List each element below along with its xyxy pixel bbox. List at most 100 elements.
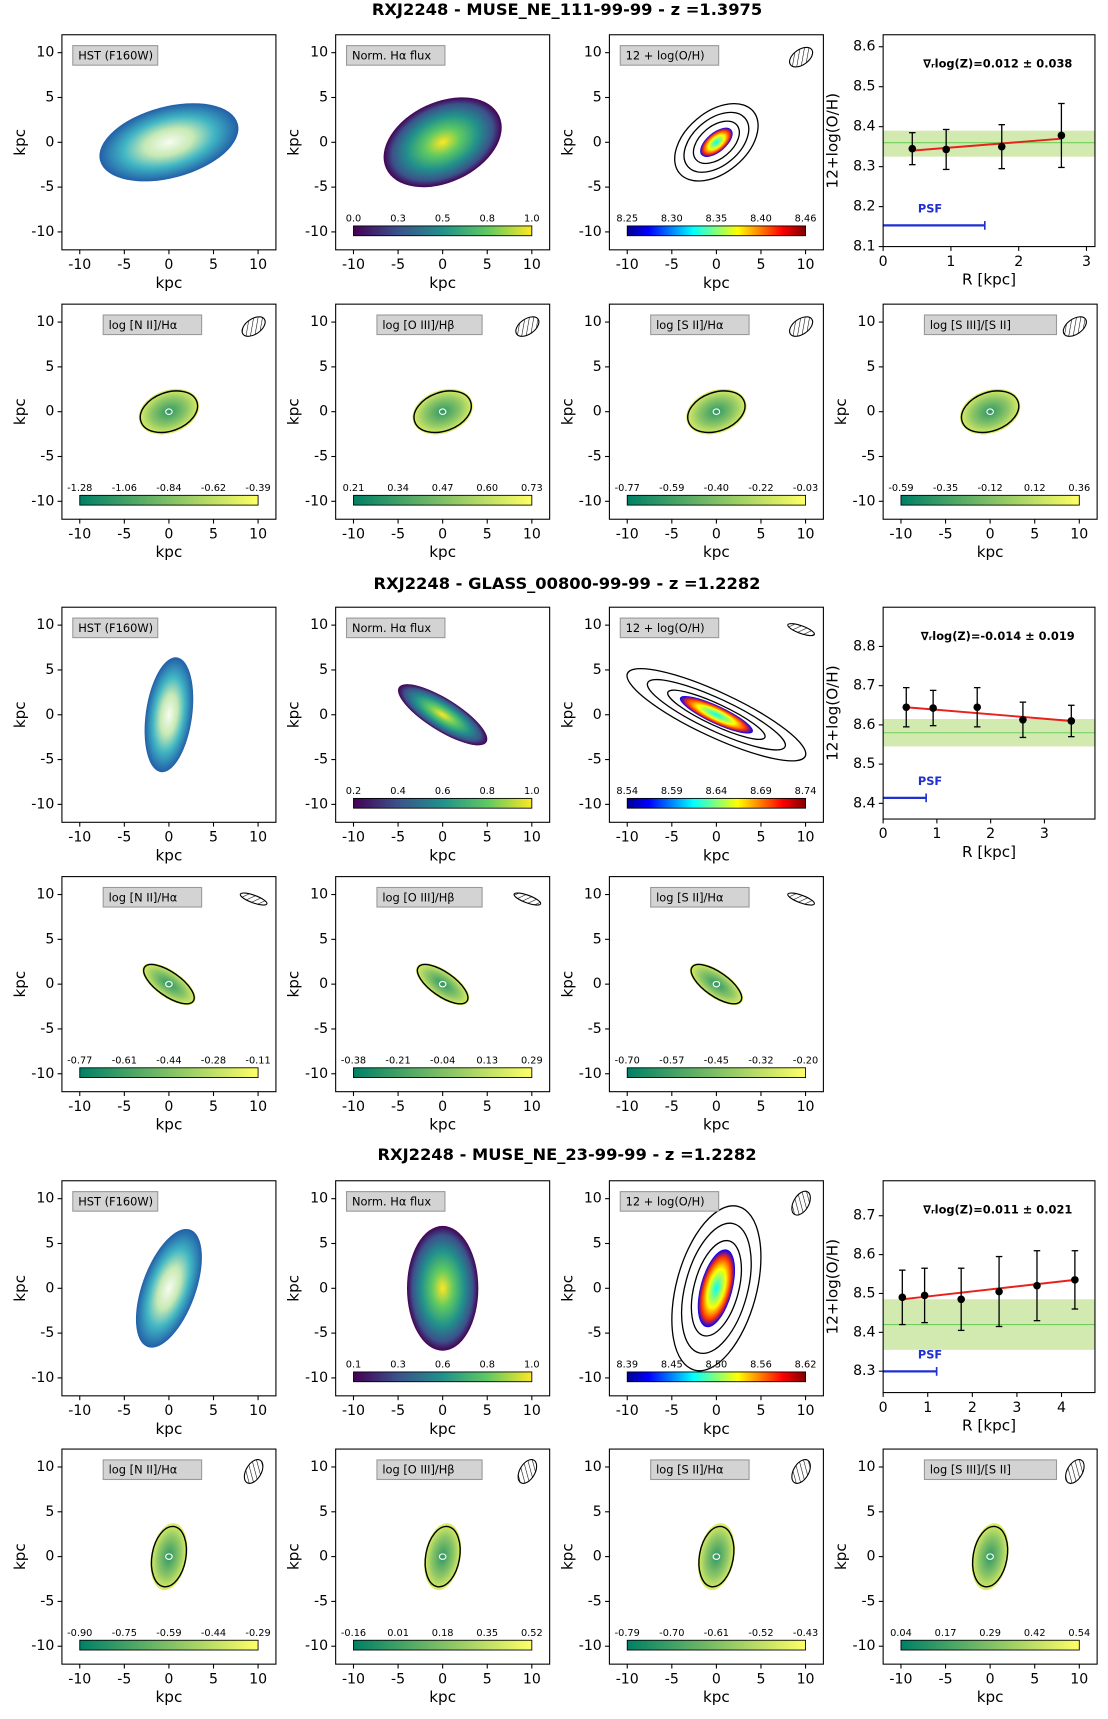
label-box	[72, 45, 159, 66]
psf-ellipse	[1065, 1459, 1085, 1484]
contour	[690, 1239, 743, 1337]
y-tick-label: -5	[861, 448, 875, 464]
contour	[971, 1525, 1009, 1588]
x-tick-label: 2	[986, 826, 995, 842]
y-axis-label: kpc	[558, 701, 576, 728]
x-tick-label: 5	[483, 1671, 492, 1687]
data-point	[997, 142, 1006, 151]
y-tick-label: 8.3	[853, 159, 875, 175]
colorbar-tick-label: -0.59	[156, 1628, 181, 1639]
x-tick-label: 0	[164, 830, 173, 846]
colorbar-tick-label: 8.56	[750, 1360, 772, 1371]
y-tick-label: 10	[310, 314, 328, 330]
colorbar-tick-label: 0.0	[346, 214, 362, 225]
x-tick-label: 10	[523, 830, 541, 846]
colorbar-tick-label: -0.70	[659, 1628, 684, 1639]
x-tick-label: 10	[523, 1671, 541, 1687]
colorbar-tick-label: 0.52	[521, 1628, 543, 1639]
label-box	[650, 886, 750, 908]
y-tick-label: 8.7	[853, 678, 875, 694]
x-tick-label: 5	[209, 257, 218, 273]
x-tick-label: -5	[117, 1671, 131, 1687]
label-box	[72, 617, 159, 639]
psf-label: PSF	[918, 1348, 942, 1362]
contour	[712, 980, 721, 988]
y-tick-label: -10	[579, 796, 602, 812]
emission-map	[150, 1523, 188, 1591]
fit-line	[902, 1278, 1075, 1301]
x-tick-label: -5	[391, 830, 405, 846]
x-tick-label: -10	[889, 1671, 912, 1687]
x-tick-label: 5	[483, 1099, 492, 1115]
x-tick-label: 0	[986, 1671, 995, 1687]
map-label: 12 + log(O/H)	[626, 621, 705, 635]
colorbar-tick-label: -0.04	[430, 1055, 455, 1066]
x-tick-label: 5	[483, 526, 492, 542]
y-tick-label: -5	[40, 752, 54, 768]
colorbar-tick-label: -0.57	[659, 1055, 684, 1066]
y-tick-label: 0	[593, 707, 602, 723]
x-axis-label: kpc	[156, 1688, 183, 1706]
x-tick-label: 5	[209, 1403, 218, 1419]
map-label: Norm. Hα flux	[352, 1194, 431, 1208]
x-tick-label: 10	[249, 526, 267, 542]
x-tick-label: -5	[391, 257, 405, 273]
x-tick-label: 0	[438, 1099, 447, 1115]
y-tick-label: 0	[319, 707, 328, 723]
x-tick-label: 10	[523, 1403, 541, 1419]
x-tick-label: -10	[342, 257, 365, 273]
colorbar	[353, 1639, 533, 1651]
label-box	[923, 1459, 1058, 1481]
colorbar-tick-label: 8.45	[661, 1360, 683, 1371]
x-tick-label: 10	[249, 1099, 267, 1115]
psf-ellipse	[515, 316, 540, 337]
x-tick-label: -5	[391, 1099, 405, 1115]
colorbar-tick-label: -0.40	[704, 483, 729, 494]
colorbar	[79, 494, 259, 506]
map-label: log [N II]/Hα	[109, 1463, 178, 1477]
data-point	[1019, 715, 1027, 724]
contour	[416, 963, 469, 1005]
gradient-annotation: ∇ᵣlog(Z)=0.011 ± 0.021	[923, 1203, 1072, 1217]
y-tick-label: 0	[593, 404, 602, 420]
map-label: log [O III]/Hβ	[382, 1463, 454, 1477]
x-axis-label: kpc	[429, 846, 456, 864]
x-tick-label: 10	[797, 1099, 815, 1115]
map-label: log [S II]/Hα	[656, 1463, 723, 1477]
y-tick-label: 10	[584, 1191, 602, 1207]
colorbar	[626, 225, 806, 237]
x-tick-label: -10	[68, 1403, 91, 1419]
contour	[150, 1525, 188, 1588]
colorbar-tick-label: -0.03	[793, 483, 818, 494]
x-tick-label: 0	[438, 830, 447, 846]
frame	[882, 1180, 1096, 1394]
contour	[165, 980, 173, 988]
x-axis-label: kpc	[977, 1688, 1004, 1706]
x-tick-label: -10	[342, 1671, 365, 1687]
x-axis-label: kpc	[156, 1116, 183, 1134]
colorbar-tick-label: 0.1	[346, 1360, 362, 1371]
gradient-annotation: ∇ᵣlog(Z)=0.012 ± 0.038	[923, 57, 1072, 71]
x-tick-label: 10	[523, 1099, 541, 1115]
y-tick-label: 5	[45, 1235, 54, 1251]
y-tick-label: 10	[584, 617, 602, 633]
contour	[986, 408, 994, 415]
x-tick-label: 0	[164, 1671, 173, 1687]
x-tick-label: 5	[483, 257, 492, 273]
y-tick-label: 0	[45, 976, 54, 992]
contour	[165, 408, 173, 415]
y-axis-label: kpc	[11, 398, 29, 425]
x-tick-label: 0	[879, 1400, 888, 1416]
x-tick-label: -10	[68, 257, 91, 273]
y-axis-label: kpc	[11, 971, 29, 998]
contour	[712, 1553, 721, 1560]
y-axis-label: kpc	[558, 1543, 576, 1570]
x-tick-label: 10	[797, 1671, 815, 1687]
colorbar-tick-label: 1.0	[524, 214, 540, 225]
colorbar	[626, 797, 806, 809]
y-tick-label: 5	[593, 662, 602, 678]
x-tick-label: 5	[756, 1671, 765, 1687]
colorbar-tick-label: 0.47	[432, 483, 454, 494]
x-tick-label: 5	[756, 1099, 765, 1115]
contour	[687, 390, 746, 434]
